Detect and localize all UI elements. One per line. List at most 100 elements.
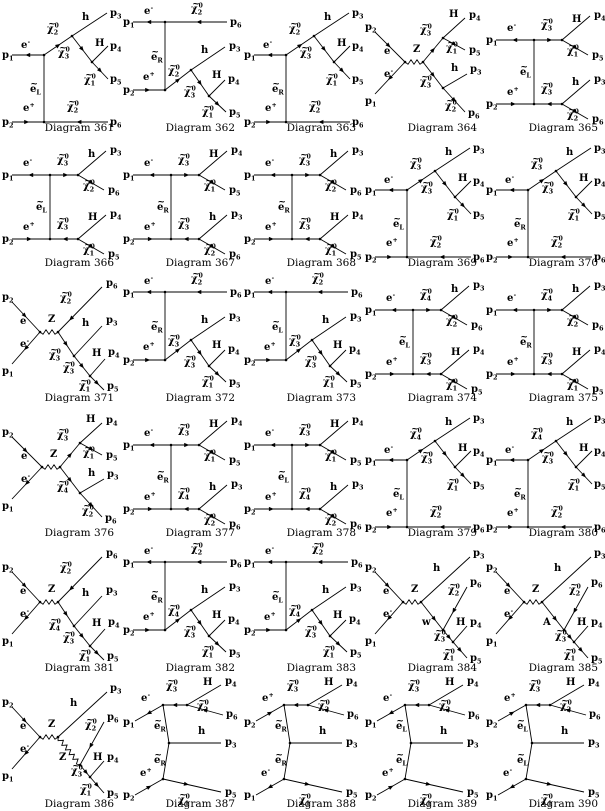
vertex-dot (411, 372, 415, 376)
particle-label: p6 (589, 709, 601, 722)
tilde-mark: ~ (542, 16, 550, 26)
flow-arrow (94, 782, 99, 788)
particle-label: p3 (594, 143, 605, 156)
particle-label: e- (144, 275, 154, 287)
flow-arrow (387, 615, 392, 621)
particle-label: p5 (592, 50, 604, 63)
particle-label: Z (411, 584, 418, 595)
flow-arrow (149, 442, 155, 448)
flow-arrow (581, 202, 586, 208)
propagator-line (57, 286, 103, 333)
particle-label: χ10 (564, 649, 576, 663)
diagram-caption: Diagram 365 (528, 122, 598, 134)
particle-label: p5 (225, 787, 237, 800)
particle-label: H (333, 340, 342, 351)
particle-label: e- (144, 427, 154, 439)
particle-label: eL (272, 592, 283, 605)
particle-label: H (458, 173, 467, 184)
particle-label: eR (157, 472, 169, 485)
vertex-dot (189, 68, 193, 72)
propagator-line (311, 586, 347, 611)
particle-label: e- (144, 157, 154, 169)
particle-label: p5 (346, 787, 358, 800)
particle-label: p6 (591, 577, 603, 590)
particle-label: χ10 (568, 209, 580, 223)
vertex-dot (42, 53, 46, 57)
flow-arrow (175, 78, 181, 83)
particle-label: H (579, 443, 588, 454)
tilde-mark: ~ (36, 198, 44, 208)
particle-label: H (212, 610, 221, 621)
flow-arrow (79, 633, 84, 639)
particle-label: p3 (594, 280, 605, 293)
particle-label: χ30 (49, 349, 61, 363)
particle-label: p6 (468, 709, 480, 722)
particle-label: H (330, 212, 339, 223)
particle-label: χ10 (84, 74, 96, 88)
particle-label: eL (399, 337, 410, 350)
particle-label: e (504, 586, 510, 597)
tilde-mark: ~ (185, 353, 193, 363)
vertex-dot (290, 443, 294, 447)
vertex-dot (524, 703, 528, 707)
particle-label: h (82, 12, 90, 23)
particle-label: p4 (106, 415, 118, 428)
flow-arrow (69, 585, 75, 591)
vertex-dot (40, 465, 44, 469)
propagator-line (89, 628, 106, 647)
flow-arrow (317, 559, 323, 565)
tilde-mark: ~ (203, 643, 211, 653)
tilde-mark: ~ (154, 751, 162, 761)
particle-label: h (201, 315, 209, 326)
flow-arrow (451, 314, 457, 319)
flow-arrow (175, 348, 181, 353)
tilde-mark: ~ (324, 643, 332, 653)
vertex-dot (56, 600, 60, 604)
flow-arrow (457, 647, 462, 653)
tilde-mark: ~ (80, 377, 88, 387)
particle-label: p5 (350, 455, 362, 468)
flow-arrow (267, 52, 273, 58)
particle-label: χ30 (178, 218, 190, 232)
flow-arrow (567, 634, 572, 640)
particle-label: p1 (2, 50, 14, 63)
propagator-line (573, 625, 589, 643)
flow-arrow (266, 357, 272, 363)
particle-label: p5 (229, 647, 241, 660)
flow-arrow (197, 80, 202, 86)
propagator-line (79, 721, 105, 766)
particle-label: p5 (229, 377, 241, 390)
particle-label: e- (20, 338, 30, 350)
particle-label: p6 (594, 522, 605, 535)
flow-arrow (25, 52, 31, 58)
particle-label: p6 (230, 287, 242, 300)
flow-arrow (88, 446, 94, 451)
particle-label: p2 (2, 427, 14, 440)
particle-label: p2 (486, 99, 498, 112)
propagator-line (442, 17, 466, 39)
particle-label: χ20 (60, 292, 72, 306)
particle-label: h (82, 588, 90, 599)
particle-label: p3 (231, 479, 242, 492)
particle-label: p3 (473, 280, 484, 293)
diagram-caption: Diagram 379 (407, 527, 477, 539)
tilde-mark: ~ (440, 697, 448, 707)
particle-label: p2 (123, 504, 135, 517)
tilde-mark: ~ (447, 376, 455, 386)
particle-label: p5 (108, 249, 120, 262)
particle-label: p6 (351, 557, 363, 570)
boson-line (404, 59, 424, 65)
particle-label: e- (384, 444, 394, 456)
particle-label: χ20 (569, 584, 581, 598)
tilde-mark: ~ (300, 215, 308, 225)
particle-label: e+ (144, 221, 156, 233)
diagram-caption: Diagram 382 (165, 662, 235, 674)
